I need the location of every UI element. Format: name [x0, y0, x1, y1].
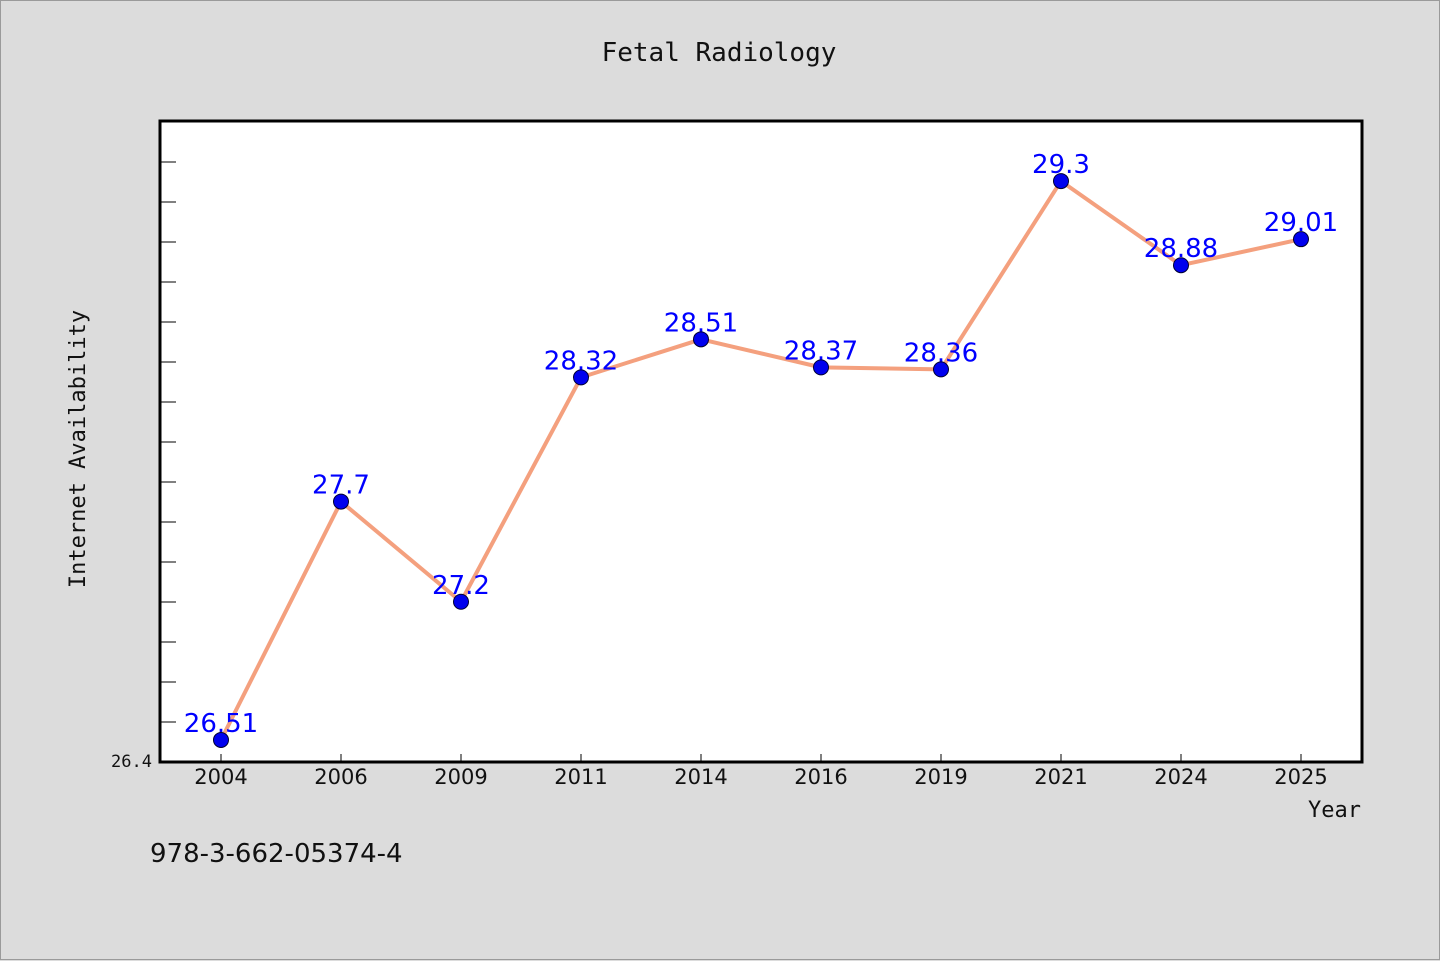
isbn-text: 978-3-662-05374-4 [150, 839, 403, 869]
x-tick-label: 2016 [794, 765, 847, 789]
data-labels: 26.51 27.7 27.2 28.32 28.51 28.37 28.36 29.3 28.… [184, 150, 1338, 739]
data-point [213, 731, 229, 748]
data-value-label: 29.3 [1032, 150, 1090, 180]
x-axis-ticks [220, 754, 1302, 762]
data-point [813, 359, 829, 376]
data-value-label: 28.88 [1144, 234, 1218, 264]
series-polyline [219, 179, 1303, 742]
x-tick-label: 2014 [674, 765, 727, 789]
data-point [933, 361, 949, 378]
data-value-label: 28.32 [544, 346, 618, 376]
data-value-label: 29.01 [1264, 208, 1338, 238]
x-tick-label: 2024 [1154, 765, 1207, 789]
data-point [1053, 173, 1069, 190]
x-tick-labels: 2004 2006 2009 2011 2014 2016 2019 2021 2024 2025 [194, 765, 1327, 789]
x-tick-label: 2021 [1034, 765, 1087, 789]
data-markers [213, 173, 1309, 748]
x-tick-label: 2025 [1274, 765, 1327, 789]
x-tick-label: 2011 [554, 765, 607, 789]
x-tick-label: 2019 [914, 765, 967, 789]
plot-area [158, 119, 1364, 764]
data-value-label: 28.36 [904, 338, 978, 368]
y-axis-label: Internet Availability [66, 310, 91, 588]
data-value-label: 27.7 [312, 471, 370, 501]
data-value-label: 26.51 [184, 709, 258, 739]
data-value-label: 28.51 [664, 308, 738, 338]
x-axis-label: Year [1308, 798, 1361, 823]
x-tick-label: 2006 [314, 765, 367, 789]
y-axis-ticks [160, 161, 176, 723]
data-point [1173, 257, 1189, 274]
series-line [219, 179, 1303, 742]
data-point [693, 331, 709, 348]
data-point [1293, 231, 1309, 248]
data-point [333, 493, 349, 510]
data-value-label: 28.37 [784, 336, 858, 366]
data-point [573, 369, 589, 386]
data-value-label: 27.2 [432, 571, 490, 601]
x-tick-label: 2009 [434, 765, 487, 789]
x-tick-label: 2004 [194, 765, 247, 789]
chart-title: Fetal Radiology [602, 38, 837, 68]
y-tick-label: 26.4 [111, 752, 152, 772]
data-point [453, 593, 469, 610]
